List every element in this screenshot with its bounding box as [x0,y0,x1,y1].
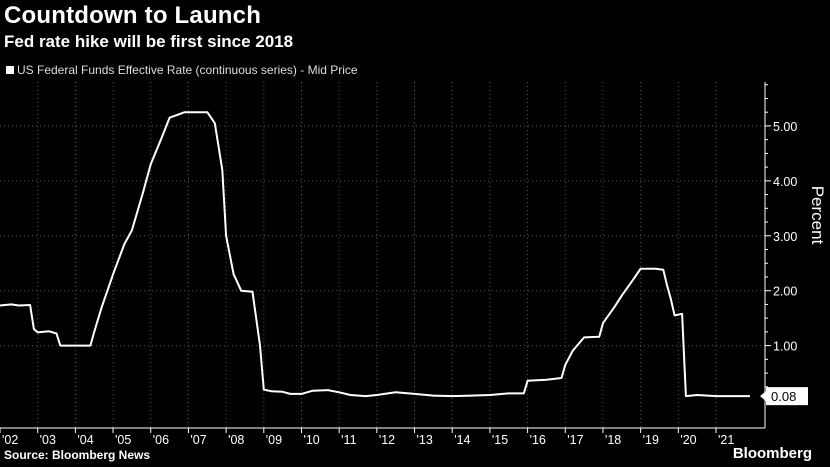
x-tick-label: '09 [266,433,282,447]
x-tick-label: '03 [40,433,56,447]
x-tick-label: '13 [417,433,433,447]
y-tick-label: 4.00 [773,175,797,189]
last-value-box [766,387,808,406]
legend-swatch [6,66,14,74]
y-tick-label: 2.00 [773,285,797,299]
y-tick-label: 3.00 [773,230,797,244]
x-tick-label: '06 [153,433,169,447]
x-tick-label: '05 [115,433,131,447]
series-line [0,111,750,398]
grid [0,82,765,428]
y-tick-label: 5.00 [773,120,797,134]
chart-subtitle: Fed rate hike will be first since 2018 [4,32,294,51]
source-note: Source: Bloomberg News [4,448,151,462]
x-axis: '02 '03 '04 '05 '06 '07 '08 '09 '10 '11 '12 '13 '14 '… [0,427,765,447]
last-value-pointer [760,391,766,402]
legend-label: US Federal Funds Effective Rate (continu… [17,63,358,77]
legend: US Federal Funds Effective Rate (continu… [6,63,358,77]
x-tick-label: '04 [77,433,93,447]
x-tick-label: '16 [530,433,546,447]
x-tick-label: '19 [643,433,659,447]
last-value-marker: 0.08 [760,387,808,406]
x-tick-label: '17 [567,433,583,447]
y-tick-label: 1.00 [773,340,797,354]
y-axis-title: Percent [808,186,827,245]
bloomberg-logo: Bloomberg [732,445,812,462]
series-layer [0,111,750,398]
x-tick-label: '18 [605,433,621,447]
x-tick-label: '15 [492,433,508,447]
x-tick-label: '08 [228,433,244,447]
chart-title: Countdown to Launch [4,2,262,29]
x-tick-label: '12 [379,433,395,447]
y-axis: 1.00 2.00 3.00 4.00 5.00 [764,82,797,428]
last-value-label: 0.08 [771,389,796,404]
x-tick-label: '14 [454,433,470,447]
x-tick-label: '02 [2,433,18,447]
x-tick-label: '10 [303,433,319,447]
x-tick-label: '20 [680,433,696,447]
x-tick-label: '07 [190,433,206,447]
x-tick-label: '11 [341,433,356,447]
x-tick-label: '21 [718,433,734,447]
